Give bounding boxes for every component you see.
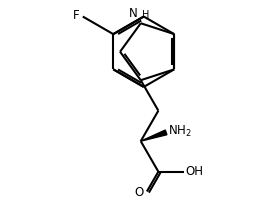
Text: N: N	[129, 7, 137, 20]
Text: F: F	[73, 9, 80, 22]
Text: O: O	[135, 186, 144, 199]
Polygon shape	[141, 130, 167, 141]
Text: NH$_2$: NH$_2$	[168, 124, 192, 139]
Text: OH: OH	[186, 165, 204, 178]
Text: H: H	[142, 10, 149, 20]
